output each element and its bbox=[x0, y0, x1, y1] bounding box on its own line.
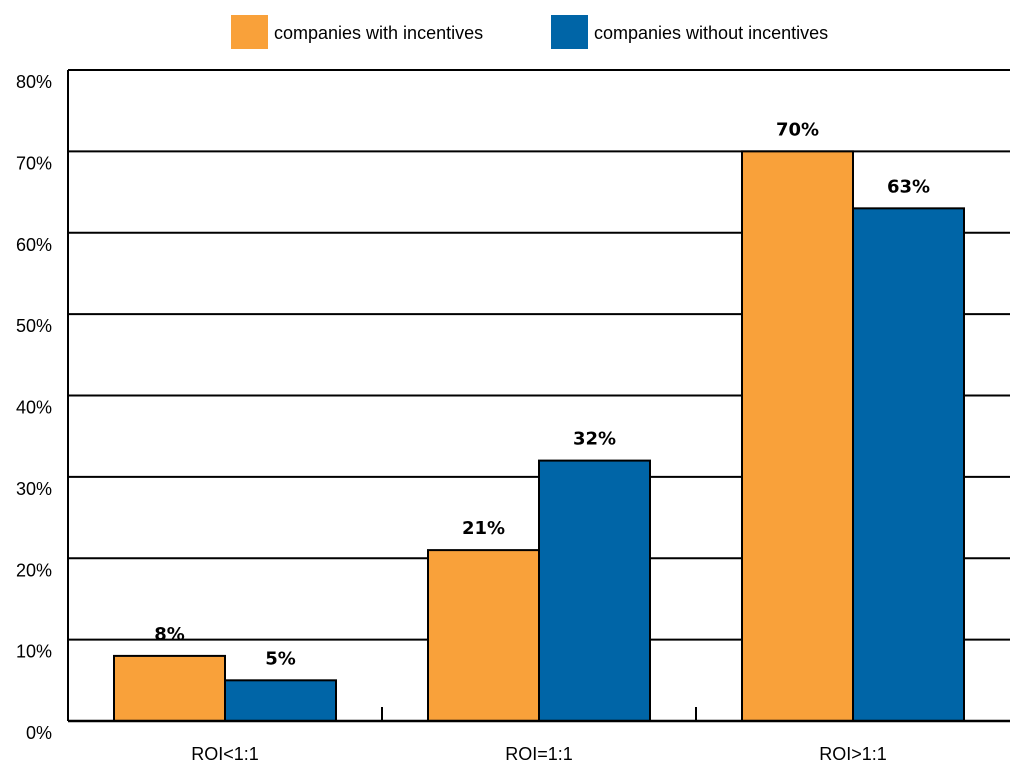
y-tick-label-6: 60% bbox=[16, 235, 52, 255]
bar-1-3 bbox=[741, 150, 854, 722]
data-label-1-2: 21% bbox=[462, 518, 505, 539]
x-category-label-2: ROI=1:1 bbox=[505, 744, 573, 764]
bar-1-2 bbox=[427, 549, 540, 722]
data-label-2-3: 63% bbox=[887, 176, 930, 197]
y-tick-label-8: 80% bbox=[16, 72, 52, 92]
data-labels: 8% 5% 21% 32% 70% 63% bbox=[154, 119, 930, 669]
data-label-2-2: 32% bbox=[573, 429, 616, 450]
x-category-label-3: ROI>1:1 bbox=[819, 744, 887, 764]
y-tick-label-3: 30% bbox=[16, 479, 52, 499]
bar-2-3 bbox=[852, 207, 965, 722]
legend-swatch-1 bbox=[231, 15, 268, 49]
bars bbox=[113, 150, 965, 723]
legend-swatch-2 bbox=[551, 15, 588, 49]
bar-1-1 bbox=[113, 654, 226, 723]
y-tick-label-0: 0% bbox=[26, 723, 52, 743]
y-axis: 0% 10% 20% 30% 40% 50% 60% 70% 80% bbox=[16, 70, 69, 743]
data-label-1-3: 70% bbox=[776, 119, 819, 140]
legend: companies with incentives companies witho… bbox=[231, 15, 828, 49]
y-tick-label-5: 50% bbox=[16, 316, 52, 336]
data-label-1-1: 8% bbox=[154, 624, 185, 645]
legend-label-2: companies without incentives bbox=[594, 23, 828, 43]
y-tick-label-1: 10% bbox=[16, 642, 52, 662]
bar-2-1 bbox=[224, 679, 337, 722]
legend-label-1: companies with incentives bbox=[274, 23, 483, 43]
x-category-label-1: ROI<1:1 bbox=[191, 744, 259, 764]
y-tick-label-2: 20% bbox=[16, 560, 52, 580]
bar-2-2 bbox=[538, 459, 651, 722]
y-tick-label-7: 70% bbox=[16, 153, 52, 173]
x-axis: ROI<1:1 ROI=1:1 ROI>1:1 bbox=[68, 707, 1010, 764]
y-tick-label-4: 40% bbox=[16, 398, 52, 418]
data-label-2-1: 5% bbox=[265, 648, 296, 669]
